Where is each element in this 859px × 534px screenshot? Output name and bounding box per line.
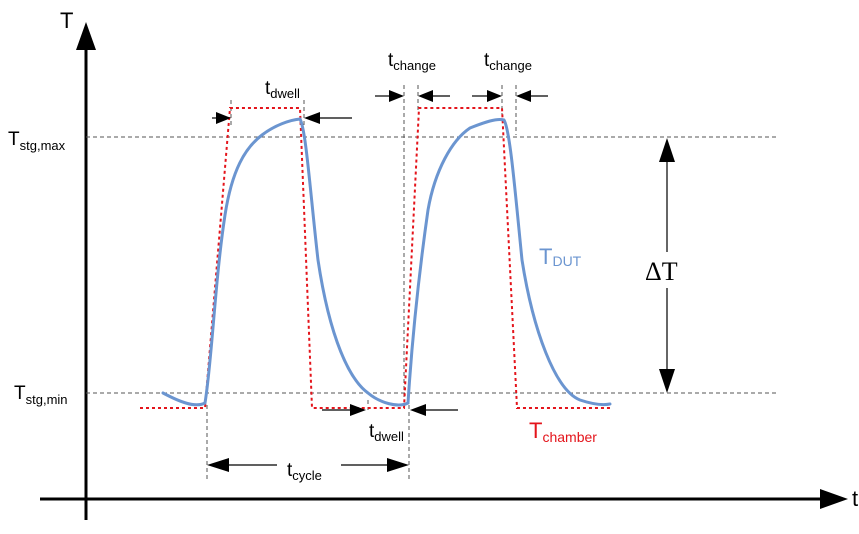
- t-dwell-top-left-arrow: [216, 112, 231, 124]
- t-change-1-annotation: tchange: [375, 50, 450, 102]
- y-axis-label: T: [60, 8, 73, 33]
- t-dwell-top-annotation: tdwell: [212, 78, 352, 124]
- y-axis-arrowhead: [76, 22, 96, 50]
- t-change-2-left-arrow: [487, 90, 502, 102]
- t-change-1-right-arrow: [418, 90, 433, 102]
- delta-t-annotation: ΔT: [640, 138, 696, 393]
- t-cycle-right-arrow: [387, 458, 409, 472]
- t-dwell-bottom-right-arrow: [410, 404, 426, 416]
- chamber-series-label: Tchamber: [529, 418, 597, 445]
- t-change-2-right-arrow: [516, 90, 531, 102]
- t-dwell-top-right-arrow: [304, 112, 320, 124]
- t-cycle-annotation: tcycle: [207, 458, 409, 484]
- axes: T t: [40, 8, 858, 520]
- delta-t-up-arrow: [659, 138, 675, 162]
- t-cycle-label-bg: [277, 458, 341, 484]
- t-cycle-label: tcycle: [287, 460, 322, 483]
- tstg-max-label: Tstg,max: [8, 129, 66, 153]
- tstg-min-label: Tstg,min: [14, 383, 68, 407]
- level-guides: Tstg,max Tstg,min: [8, 129, 778, 407]
- dut-temperature-curve: [161, 117, 612, 407]
- t-dwell-top-label: tdwell: [265, 78, 300, 101]
- t-change-2-annotation: tchange: [472, 50, 548, 102]
- t-dwell-bottom-label: tdwell: [369, 421, 404, 444]
- t-dwell-bottom-left-arrow: [350, 404, 366, 416]
- t-change-2-label: tchange: [484, 50, 532, 73]
- delta-t-down-arrow: [659, 369, 675, 393]
- delta-t-label: ΔT: [645, 257, 678, 286]
- t-change-1-left-arrow: [389, 90, 404, 102]
- dut-series-label: TDUT: [539, 244, 582, 269]
- vertical-markers: [206, 85, 517, 480]
- t-change-1-label: tchange: [388, 50, 436, 73]
- x-axis-label: t: [852, 486, 858, 511]
- t-cycle-left-arrow: [207, 458, 229, 472]
- x-axis-arrowhead: [820, 489, 848, 509]
- t-dwell-bottom-annotation: tdwell: [322, 404, 458, 444]
- delta-t-label-bg: [640, 252, 696, 288]
